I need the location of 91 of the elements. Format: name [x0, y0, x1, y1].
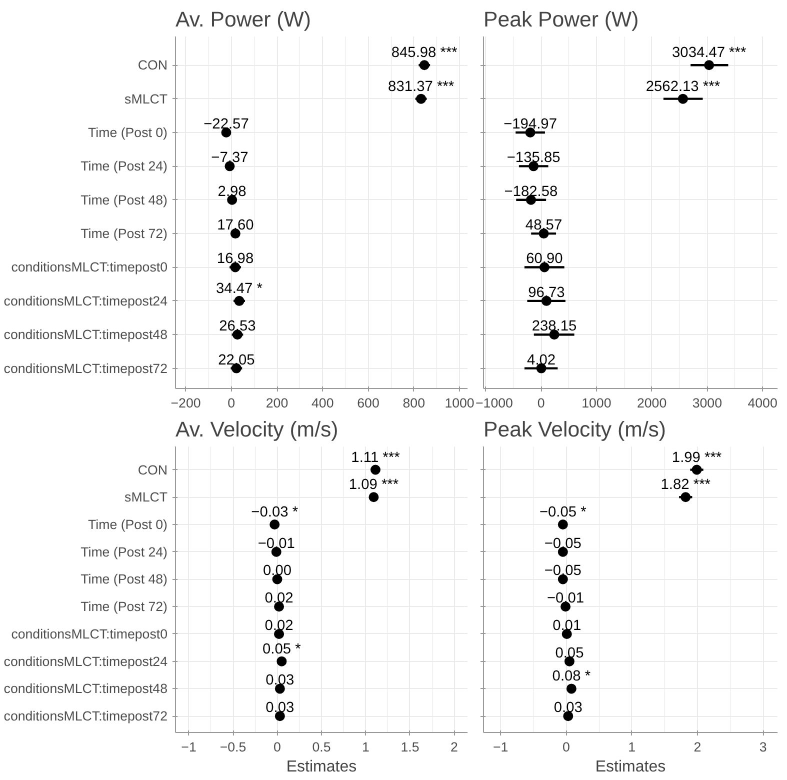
data-label: 0.02: [264, 590, 294, 607]
data-label: −0.05: [544, 563, 582, 580]
data-label: −0.05: [544, 536, 582, 552]
x-tick-label: 2000: [636, 396, 667, 410]
y-tick-label: conditionsMLCT:timepost0: [11, 626, 168, 642]
data-label: 0.01: [552, 618, 582, 634]
x-tick-label: 200: [266, 396, 288, 410]
x-tick-label: −1: [181, 740, 196, 754]
data-label: 1.09 ***: [348, 477, 399, 494]
x-tick-label: −0.5: [220, 740, 246, 754]
data-label: 0.02: [264, 618, 294, 634]
y-tick-label: CON: [138, 462, 168, 478]
data-label: 1.82 ***: [660, 477, 711, 494]
data-label: 0.03: [266, 672, 294, 689]
x-tick-label: 4000: [748, 396, 778, 410]
data-label: 1.99 ***: [672, 450, 722, 466]
data-label: −194.97: [504, 116, 557, 132]
data-label: 4.02: [527, 352, 556, 368]
y-tick-label: conditionsMLCT:timepost24: [4, 654, 168, 669]
y-tick-label: conditionsMLCT:timepost24: [4, 293, 168, 308]
x-axis-title: Estimates: [286, 758, 357, 776]
y-tick-label: conditionsMLCT:timepost72: [4, 360, 168, 376]
y-tick-label: Time (Post 48): [80, 192, 168, 208]
y-tick-label: Time (Post 72): [80, 226, 168, 242]
data-label: 2.98: [218, 184, 246, 200]
x-tick-label: 1: [362, 740, 370, 754]
x-tick-label: 1.5: [400, 740, 420, 754]
x-axis-title: Estimates: [595, 758, 666, 776]
x-tick-label: 800: [402, 396, 426, 410]
x-tick-label: −1: [492, 740, 508, 754]
x-tick-label: −1000: [476, 396, 513, 410]
chart-title: Peak Velocity (m/s): [484, 418, 666, 442]
data-label: 34.47 *: [216, 280, 263, 297]
data-label: 845.98 ***: [391, 45, 458, 62]
data-label: 1.11 ***: [351, 450, 400, 466]
y-tick-label: Time (Post 24): [80, 544, 168, 560]
x-tick-label: 0: [274, 740, 281, 754]
data-label: 48.57: [525, 218, 562, 234]
x-tick-label: 1000: [444, 396, 474, 410]
x-tick-label: 3000: [692, 396, 722, 410]
y-tick-label: Time (Post 72): [80, 599, 168, 614]
data-label: 0.03: [266, 700, 294, 716]
data-label: 60.90: [526, 251, 563, 268]
y-tick-label: conditionsMLCT:timepost48: [4, 681, 168, 696]
x-tick-label: 2: [694, 740, 702, 754]
data-label: 3034.47 ***: [672, 45, 746, 62]
data-label: −7.37: [211, 150, 248, 166]
data-label: 0.08 *: [552, 668, 591, 685]
chart-title: Av. Power (W): [176, 8, 311, 32]
data-label: 0.00: [262, 563, 292, 580]
x-tick-label: 600: [357, 396, 380, 410]
x-tick-label: 0.5: [312, 740, 331, 754]
x-tick-label: 0: [537, 396, 545, 410]
y-tick-label: conditionsMLCT:timepost72: [4, 708, 168, 724]
data-label: 96.73: [528, 284, 565, 301]
data-label: 0.05 *: [262, 641, 302, 658]
data-label: 2562.13 ***: [646, 78, 720, 95]
x-tick-label: 1000: [582, 396, 612, 410]
data-label: 26.53: [219, 318, 256, 335]
chart-title: Av. Velocity (m/s): [176, 418, 338, 442]
data-label: −182.58: [504, 184, 558, 200]
data-label: −0.01: [258, 536, 295, 552]
data-label: 0.05: [555, 645, 584, 662]
y-tick-label: sMLCT: [124, 490, 168, 505]
data-label: −0.03 *: [251, 504, 298, 520]
data-label: 16.98: [216, 251, 254, 268]
data-label: −0.01: [546, 590, 584, 607]
x-tick-label: 1: [628, 740, 636, 754]
x-tick-label: 400: [312, 396, 334, 410]
y-tick-label: Time (Post 0): [88, 517, 168, 532]
y-tick-label: CON: [138, 58, 168, 73]
data-label: −135.85: [506, 150, 560, 166]
chart-title: Peak Power (W): [484, 8, 639, 32]
y-tick-label: conditionsMLCT:timepost48: [4, 327, 168, 342]
x-tick-label: 3: [759, 740, 767, 754]
y-tick-label: sMLCT: [124, 91, 168, 106]
y-tick-label: conditionsMLCT:timepost0: [11, 260, 168, 275]
x-tick-label: −200: [170, 396, 201, 410]
data-label: −22.57: [204, 116, 249, 132]
y-tick-label: Time (Post 48): [80, 572, 168, 587]
y-tick-label: Time (Post 24): [80, 158, 168, 174]
data-label: 22.05: [218, 352, 255, 368]
data-label: 17.60: [217, 218, 254, 234]
data-label: 831.37 ***: [388, 78, 454, 95]
data-label: −0.05 *: [539, 504, 587, 520]
y-tick-label: Time (Post 0): [88, 125, 168, 140]
x-tick-label: 0: [228, 396, 236, 410]
data-label: 0.03: [554, 700, 582, 716]
x-tick-label: 2: [450, 740, 458, 754]
data-label: 238.15: [532, 318, 577, 335]
x-tick-label: 0: [562, 740, 570, 754]
